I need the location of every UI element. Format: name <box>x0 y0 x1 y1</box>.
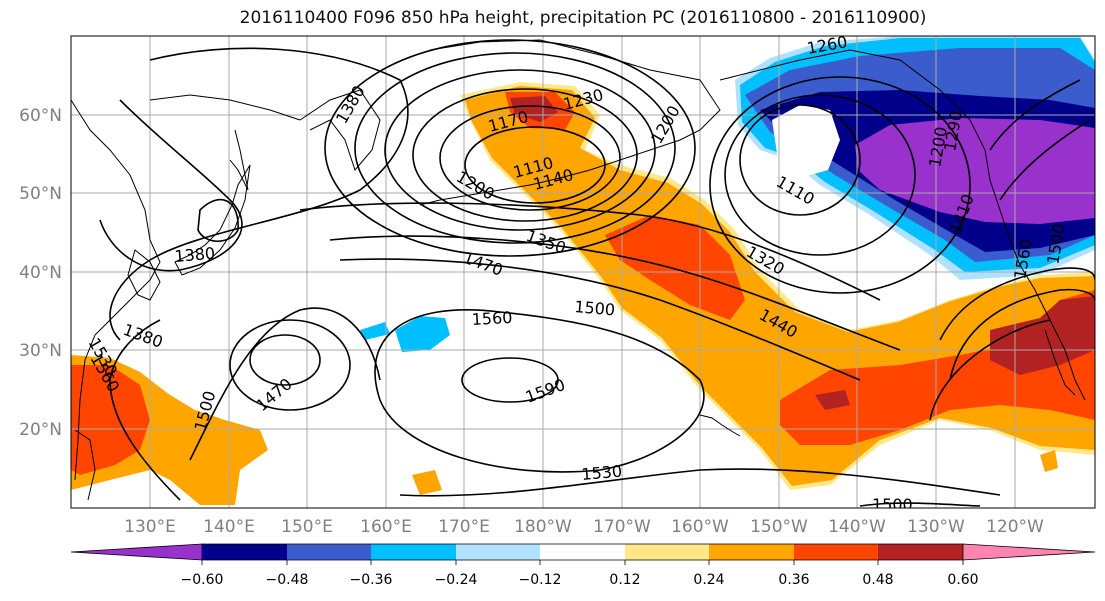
lon-label: 140°W <box>828 517 886 537</box>
colorbar-tick-label: −0.12 <box>519 572 562 588</box>
lat-label: 30°N <box>19 341 62 361</box>
lat-label: 50°N <box>19 184 62 204</box>
map-title: 2016110400 F096 850 hPa height, precipit… <box>239 8 927 28</box>
colorbar-tick-label: 0.36 <box>778 572 809 588</box>
colorbar-segment <box>371 544 456 560</box>
colorbar-tick-label: 0.24 <box>693 572 724 588</box>
lat-label: 20°N <box>19 420 62 440</box>
colorbar-tick-label: −0.36 <box>350 572 393 588</box>
coastline-korea <box>127 249 161 301</box>
colorbar-tick-label: −0.48 <box>266 572 309 588</box>
coastline-hawaii <box>699 414 741 437</box>
lon-label: 180°W <box>514 517 572 537</box>
coastline-japan <box>174 164 251 276</box>
colorbar-segment <box>709 544 794 560</box>
precip-clear-region <box>772 105 840 178</box>
coastline-okhotsk <box>149 94 301 121</box>
map-frame <box>70 35 1096 509</box>
contour-label: 1530 <box>581 462 623 484</box>
lon-label: 160°E <box>360 517 412 537</box>
coastline-baja <box>1044 329 1076 396</box>
precip-region-small-blue <box>395 316 450 352</box>
colorbar-segment <box>794 544 878 560</box>
lat-label: 60°N <box>19 106 62 126</box>
lon-label: 170°W <box>593 517 651 537</box>
colorbar-ticks: −0.60 −0.48 −0.36 −0.24 −0.12 0.12 0.24 … <box>181 572 979 588</box>
lon-label: 130°E <box>124 517 176 537</box>
lon-label: 140°E <box>203 517 255 537</box>
colorbar-segment <box>962 543 1096 561</box>
contour-label: 1500 <box>872 495 913 514</box>
colorbar-tick-label: 0.12 <box>609 572 640 588</box>
contour-label: 1500 <box>574 297 616 319</box>
lon-label: 120°W <box>986 517 1044 537</box>
coastline-aleutians <box>419 184 531 206</box>
coastline-philippines <box>74 429 96 501</box>
colorbar-segment <box>202 544 287 560</box>
map-area: 1260 1230 1170 1200 1110 1140 1200 1200 … <box>71 32 1095 514</box>
colorbar: −0.60 −0.48 −0.36 −0.24 −0.12 0.12 0.24 … <box>70 543 1096 588</box>
colorbar-segment <box>70 543 203 561</box>
precip-region-small-orange-2 <box>1040 450 1058 472</box>
colorbar-segment <box>540 544 625 560</box>
coastline-asia <box>71 99 161 481</box>
precip-region-small-blue-2 <box>360 322 390 340</box>
colorbar-tick-label: −0.24 <box>435 572 478 588</box>
colorbar-segment <box>878 544 963 560</box>
lon-label: 170°E <box>438 517 490 537</box>
colorbar-tick-label: 0.48 <box>862 572 893 588</box>
lon-label: 150°W <box>750 517 808 537</box>
lat-label: 40°N <box>19 263 62 283</box>
coastline-north-america <box>719 49 1086 401</box>
latitude-labels: 60°N 50°N 40°N 30°N 20°N <box>19 106 62 440</box>
precip-region-small-orange <box>412 470 442 495</box>
contour-label: 1380 <box>174 244 216 266</box>
colorbar-segment <box>625 544 709 560</box>
lon-label: 150°E <box>281 517 333 537</box>
lon-label: 160°W <box>671 517 729 537</box>
colorbar-segment <box>456 544 540 560</box>
coastline-sakhalin-kamchatka <box>229 89 381 191</box>
colorbar-tick-label: −0.60 <box>181 572 224 588</box>
contour-label: 1260 <box>805 32 848 58</box>
gridlines <box>71 36 1095 508</box>
lon-label: 130°W <box>907 517 965 537</box>
height-contours <box>99 39 1095 507</box>
precip-region-purple <box>855 118 1095 224</box>
longitude-labels: 130°E 140°E 150°E 160°E 170°E 180°W 170°… <box>124 517 1044 537</box>
colorbar-tick-label: 0.60 <box>947 572 978 588</box>
contour-label: 1560 <box>471 308 513 329</box>
precip-region-orange-red <box>505 92 1095 445</box>
colorbar-segment <box>287 544 371 560</box>
